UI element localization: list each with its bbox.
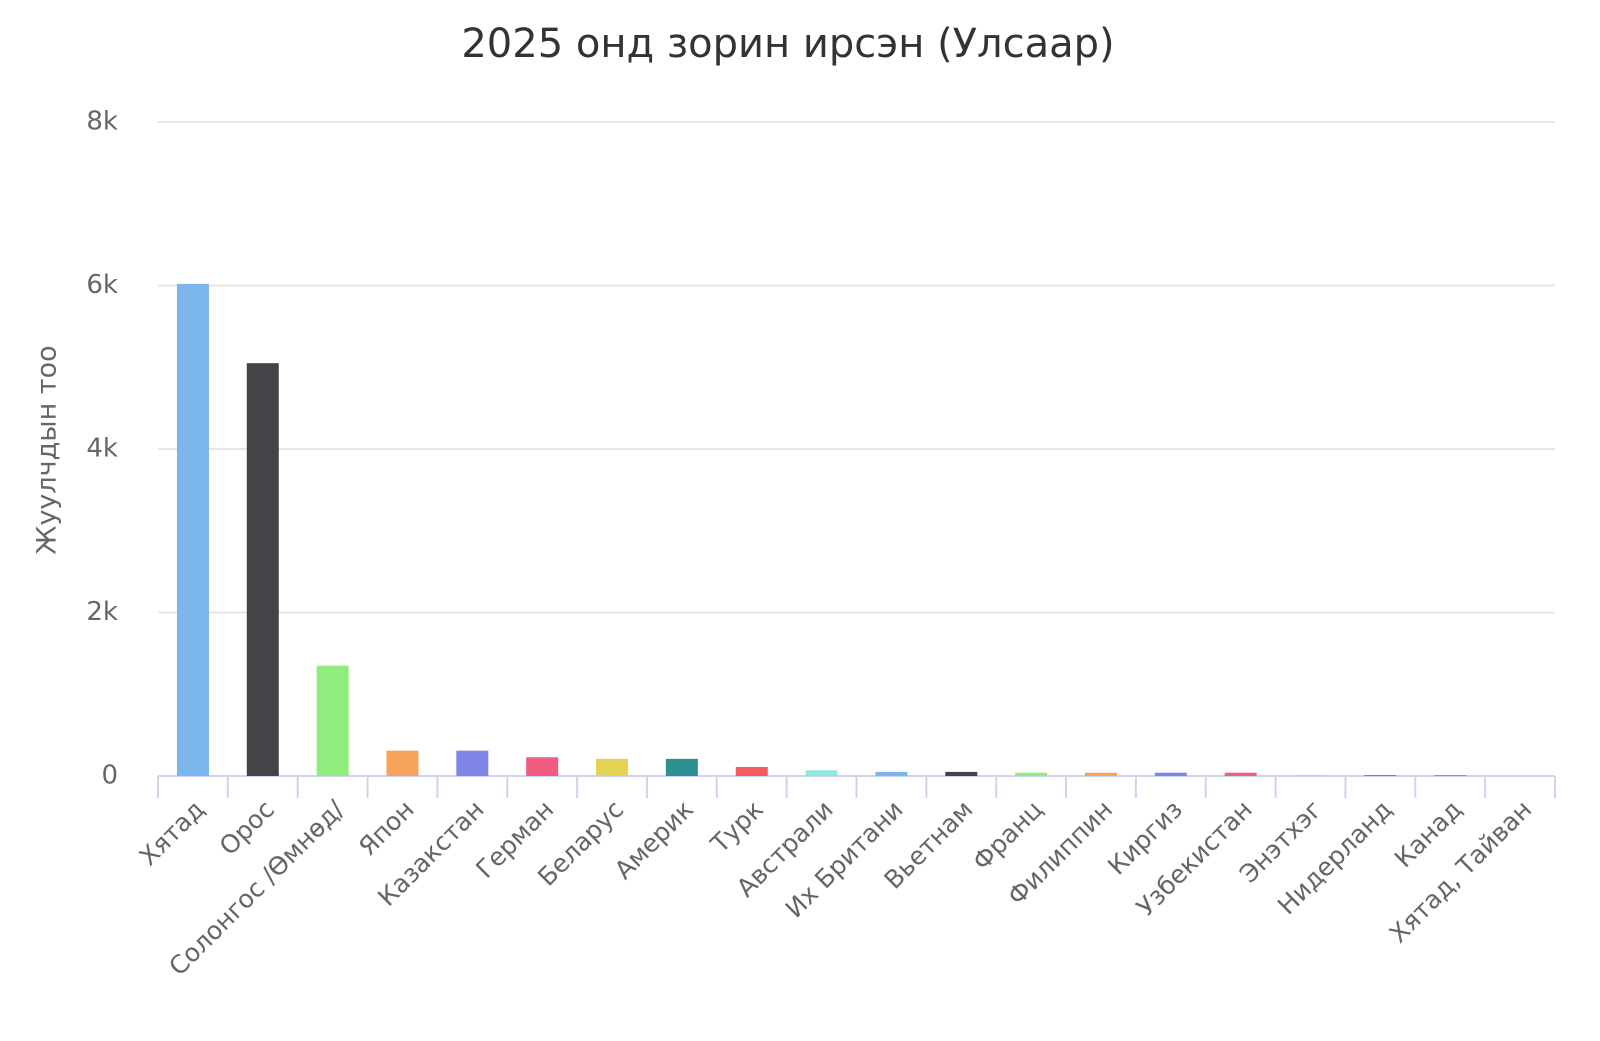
bar [945, 771, 978, 776]
x-tick-label: Америк [609, 795, 699, 885]
bar [735, 767, 768, 776]
y-tick-label: 8k [86, 107, 118, 137]
bar [1434, 775, 1467, 776]
bar [526, 757, 559, 776]
bar [176, 283, 209, 776]
bar [1084, 772, 1117, 776]
y-tick-label: 4k [86, 434, 118, 464]
bar [1154, 772, 1187, 776]
bar [1224, 772, 1257, 776]
x-tick-label: Хятад [134, 795, 211, 872]
x-tick-label: Турк [705, 795, 769, 859]
y-tick-label: 6k [86, 270, 118, 300]
bar [386, 750, 419, 776]
bar [1364, 775, 1397, 776]
y-tick-label: 2k [86, 597, 118, 627]
x-tick-label: Орос [214, 795, 280, 861]
bar [1294, 775, 1327, 776]
y-axis-title: Жуулчдын тоо [32, 345, 63, 554]
chart-title: 2025 онд зорин ирсэн (Улсаар) [461, 21, 1114, 67]
bar [246, 363, 279, 776]
bar [316, 665, 349, 776]
y-tick-label: 0 [101, 761, 118, 791]
bar [456, 750, 489, 776]
bar [665, 758, 698, 776]
x-tick-label: Япон [353, 795, 420, 862]
bar [1015, 772, 1048, 776]
bar [596, 758, 629, 776]
bar [805, 770, 838, 776]
bar [875, 771, 908, 776]
